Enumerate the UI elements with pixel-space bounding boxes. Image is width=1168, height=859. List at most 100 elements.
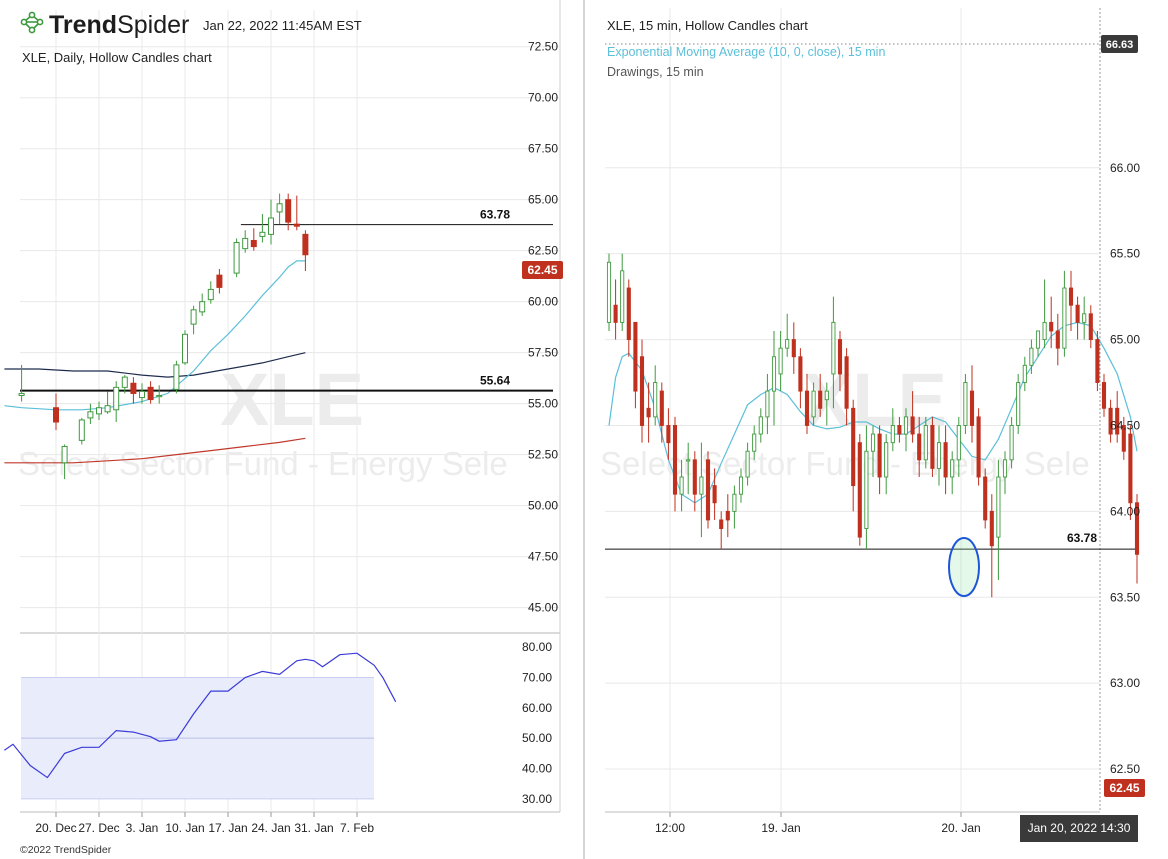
intraday-candle[interactable]	[818, 373, 823, 417]
intraday-candle[interactable]	[771, 330, 777, 426]
intraday-candle[interactable]	[692, 451, 697, 512]
intraday-candle[interactable]	[679, 459, 684, 512]
intraday-candle[interactable]	[1134, 494, 1140, 584]
intraday-candle[interactable]	[857, 434, 862, 546]
intraday-candle[interactable]	[639, 339, 645, 443]
daily-candle[interactable]	[18, 364, 25, 402]
daily-candle[interactable]	[147, 381, 154, 404]
intraday-candle[interactable]	[956, 416, 961, 477]
intraday-candle[interactable]	[791, 322, 796, 374]
intraday-candle[interactable]	[620, 253, 625, 331]
daily-candle[interactable]	[130, 377, 137, 404]
daily-candle[interactable]	[293, 195, 300, 231]
daily-candle[interactable]	[87, 403, 94, 425]
intraday-candle[interactable]	[606, 253, 612, 331]
intraday-candle[interactable]	[936, 425, 942, 486]
intraday-candle[interactable]	[1088, 305, 1093, 349]
intraday-candle[interactable]	[1128, 425, 1133, 520]
intraday-candle[interactable]	[983, 468, 988, 529]
daily-candle[interactable]	[259, 213, 266, 243]
intraday-candle[interactable]	[1068, 270, 1074, 331]
intraday-candle[interactable]	[910, 391, 915, 443]
intraday-candle[interactable]	[719, 511, 724, 550]
intraday-candle[interactable]	[699, 442, 704, 538]
intraday-candle[interactable]	[1049, 296, 1054, 349]
daily-candle[interactable]	[216, 269, 223, 294]
intraday-candle[interactable]	[963, 373, 968, 435]
intraday-candle[interactable]	[837, 330, 843, 392]
daily-candle[interactable]	[190, 305, 197, 335]
intraday-candle[interactable]	[1095, 330, 1100, 392]
intraday-candle[interactable]	[989, 494, 994, 598]
intraday-candle[interactable]	[633, 321, 638, 409]
daily-candle[interactable]	[104, 391, 111, 414]
daily-candle[interactable]	[78, 417, 85, 445]
highlight-ellipse[interactable]	[948, 537, 980, 597]
intraday-candle[interactable]	[686, 442, 691, 495]
intraday-candle[interactable]	[1035, 330, 1041, 357]
daily-candle[interactable]	[276, 193, 283, 225]
intraday-candle[interactable]	[659, 382, 664, 443]
intraday-candle[interactable]	[870, 425, 876, 477]
intraday-candle[interactable]	[798, 348, 803, 409]
intraday-candle[interactable]	[884, 434, 889, 495]
intraday-candle[interactable]	[903, 408, 909, 452]
intraday-candle[interactable]	[1108, 399, 1113, 443]
intraday-candle[interactable]	[844, 348, 849, 426]
intraday-candle[interactable]	[824, 382, 829, 426]
intraday-candle[interactable]	[851, 399, 856, 512]
drawings-legend[interactable]: Drawings, 15 min	[607, 65, 704, 79]
intraday-candle[interactable]	[890, 408, 895, 452]
intraday-candle[interactable]	[897, 416, 902, 443]
intraday-candle[interactable]	[1075, 296, 1080, 340]
intraday-candle[interactable]	[646, 382, 651, 443]
ema-legend[interactable]: Exponential Moving Average (10, 0, close…	[607, 45, 885, 59]
intraday-candle[interactable]	[1029, 339, 1034, 374]
daily-time-axis[interactable]: 20. Dec 27. Dec 3. Jan 10. Jan 17. Jan 24. Ja…	[35, 812, 374, 835]
intraday-candle[interactable]	[653, 365, 658, 426]
intraday-candle[interactable]	[1002, 451, 1008, 495]
intraday-candle[interactable]	[1121, 416, 1126, 460]
intraday-candle[interactable]	[1062, 270, 1067, 357]
daily-candle[interactable]	[156, 385, 163, 404]
daily-candle[interactable]	[61, 444, 68, 480]
intraday-candle[interactable]	[996, 459, 1001, 581]
intraday-candle[interactable]	[725, 494, 730, 538]
intraday-candle[interactable]	[943, 425, 948, 495]
daily-candle[interactable]	[302, 230, 309, 272]
intraday-candle[interactable]	[804, 373, 810, 435]
intraday-candle[interactable]	[864, 425, 869, 550]
intraday-candle[interactable]	[917, 416, 922, 477]
daily-candle[interactable]	[199, 293, 206, 316]
intraday-candle[interactable]	[666, 408, 671, 460]
daily-candle[interactable]	[233, 238, 240, 278]
daily-price-axis[interactable]: 72.50 70.00 67.50 65.00 62.50 60.00 57.50 55.00…	[528, 40, 558, 615]
intraday-candle[interactable]	[930, 416, 935, 477]
intraday-candle[interactable]	[758, 408, 763, 443]
daily-candle[interactable]	[113, 381, 120, 422]
daily-candle[interactable]	[250, 228, 257, 251]
intraday-candle[interactable]	[613, 279, 618, 340]
intraday-price-axis[interactable]: 66.00 65.50 65.00 64.50 64.00 63.50 63.00 62.50	[1110, 161, 1140, 776]
intraday-candle[interactable]	[877, 425, 882, 495]
intraday-candle[interactable]	[738, 468, 744, 503]
intraday-candle[interactable]	[923, 416, 928, 469]
intraday-candle[interactable]	[1055, 313, 1060, 366]
intraday-candle[interactable]	[831, 296, 836, 409]
intraday-candle[interactable]	[1042, 279, 1047, 349]
daily-candle[interactable]	[268, 199, 274, 245]
intraday-candle[interactable]	[745, 442, 750, 486]
daily-candle[interactable]	[242, 230, 249, 253]
intraday-candle[interactable]	[950, 451, 955, 495]
intraday-candle[interactable]	[785, 313, 790, 357]
intraday-candle[interactable]	[1101, 373, 1107, 417]
daily-candle[interactable]	[182, 330, 188, 365]
daily-candle[interactable]	[173, 360, 180, 394]
intraday-candle[interactable]	[811, 382, 816, 426]
daily-candle[interactable]	[139, 383, 145, 404]
intraday-candle[interactable]	[1009, 416, 1014, 469]
intraday-candle[interactable]	[1022, 356, 1027, 392]
intraday-candle[interactable]	[626, 279, 631, 357]
daily-candle[interactable]	[285, 193, 292, 231]
intraday-candle[interactable]	[1115, 391, 1120, 443]
